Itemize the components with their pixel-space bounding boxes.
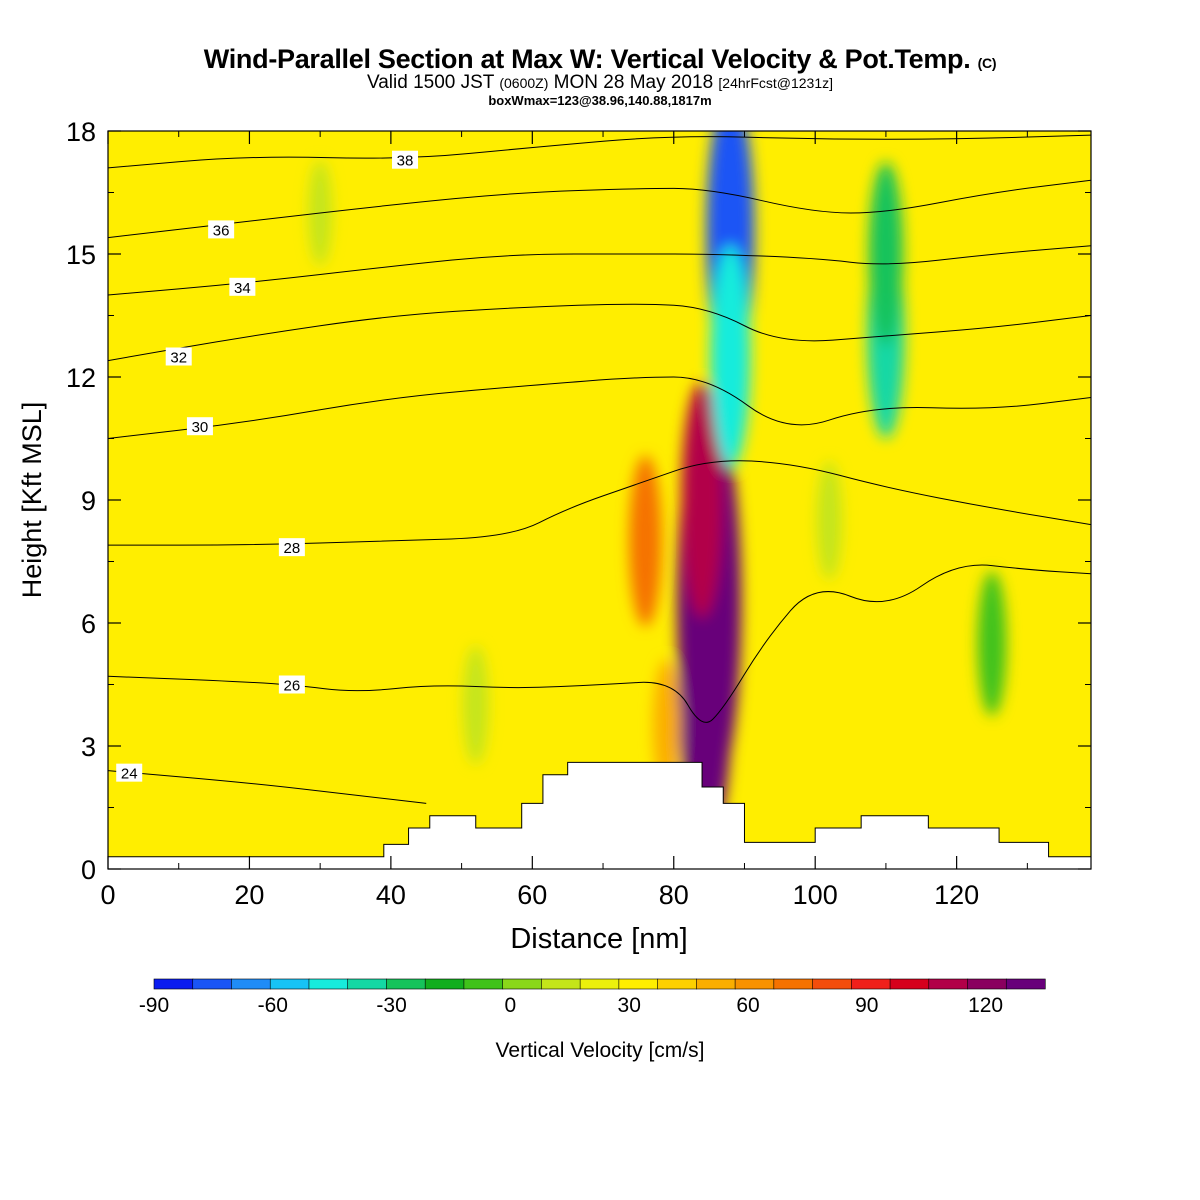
y-tick-label: 6	[81, 609, 96, 639]
colorbar-swatch	[347, 978, 388, 990]
theta-contour	[108, 376, 1091, 439]
colorbar-swatch	[153, 978, 194, 990]
x-tick-label: 40	[376, 880, 406, 910]
valid-date: MON 28 May 2018	[553, 72, 714, 93]
x-axis-label: Distance [nm]	[510, 923, 687, 955]
y-tick-label: 15	[66, 240, 96, 270]
contour-label: 28	[284, 540, 301, 557]
colorbar-swatch	[696, 978, 736, 990]
colorbar-tick-label: -90	[139, 994, 169, 1017]
x-tick-label: 60	[517, 880, 547, 910]
theta-contour	[108, 179, 1091, 239]
colorbar-tick-label: 90	[855, 994, 878, 1017]
theta-contour	[108, 303, 1091, 362]
field-cell	[977, 571, 1007, 716]
x-tick-label: 100	[793, 880, 838, 910]
colorbar-swatch	[618, 978, 659, 990]
x-tick-label: 120	[934, 880, 979, 910]
colorbar-swatch	[192, 978, 233, 990]
x-tick-label: 80	[659, 880, 689, 910]
contour-label-bg	[392, 150, 419, 169]
contour-label-bg	[229, 277, 256, 296]
contour-label-bg	[116, 763, 143, 782]
colorbar-tick-label: -30	[376, 994, 406, 1017]
contour-label-bg	[278, 675, 305, 694]
colorbar-swatch	[269, 978, 310, 990]
colorbar-swatch	[502, 978, 542, 990]
colorbar-tick-label: 30	[618, 994, 641, 1017]
colorbar-swatch	[967, 978, 1007, 990]
colorbar-swatch	[386, 978, 426, 990]
colorbar-swatch	[463, 978, 504, 990]
y-tick-label: 0	[81, 855, 96, 885]
chart-subtitle: Valid 1500 JST (0600Z) MON 28 May 2018 […	[0, 72, 1200, 94]
valid-time: Valid 1500 JST	[366, 72, 495, 93]
y-tick-label: 3	[81, 732, 96, 762]
contour-label: 24	[121, 766, 138, 783]
contour-label: 36	[213, 222, 230, 239]
field-cell	[653, 659, 681, 792]
y-tick-label: 18	[66, 117, 96, 147]
field-cell	[463, 645, 489, 765]
field-cell	[816, 461, 843, 580]
box-wmax-info: boxWmax=123@38.96,140.88,1817m	[488, 93, 712, 108]
colorbar-swatch	[1005, 978, 1046, 990]
theta-contour	[108, 134, 1091, 169]
colorbar-swatch	[308, 978, 349, 990]
theta-contour	[108, 245, 1091, 296]
chart-title: Wind-Parallel Section at Max W: Vertical…	[0, 44, 1200, 75]
colorbar-swatch	[541, 978, 581, 990]
contour-label-bg	[186, 417, 213, 436]
colorbar-tick-label: 60	[736, 994, 759, 1017]
field-background	[108, 131, 1091, 869]
colorbar-swatch	[579, 978, 620, 990]
colorbar-tick-label: 0	[505, 994, 517, 1017]
contour-label-bg	[208, 220, 235, 239]
colorbar-swatch	[851, 978, 891, 990]
contour-label: 38	[397, 153, 414, 170]
colorbar-swatch	[734, 978, 775, 990]
valid-zulu: (0600Z)	[499, 75, 549, 91]
colorbar-swatch	[889, 978, 930, 990]
colorbar-tick-label: -60	[258, 994, 288, 1017]
y-axis-label: Height [Kft MSL]	[17, 402, 47, 599]
colorbar-label: Vertical Velocity [cm/s]	[496, 1039, 705, 1062]
contour-label: 32	[170, 350, 187, 367]
field-cell	[868, 162, 904, 346]
contour-label: 34	[234, 280, 251, 297]
copyright-mark: (C)	[977, 55, 997, 71]
field-cell	[710, 245, 751, 468]
contour-label-bg	[278, 538, 305, 557]
contour-label-bg	[165, 347, 192, 366]
field-cell	[203, 330, 225, 424]
y-tick-label: 9	[81, 486, 96, 516]
colorbar-swatch	[773, 978, 814, 990]
field-cell	[681, 382, 723, 618]
x-tick-label: 0	[100, 880, 115, 910]
colorbar-swatch	[424, 978, 465, 990]
chart-title-main: Wind-Parallel Section at Max W: Vertical…	[203, 44, 971, 74]
colorbar-swatch	[812, 978, 852, 990]
colorbar-swatch	[928, 978, 969, 990]
contour-label: 26	[284, 678, 301, 695]
y-tick-label: 12	[66, 363, 96, 393]
forecast-info: [24hrFcst@1231z]	[718, 75, 834, 91]
field-cell	[629, 455, 662, 627]
colorbar-swatch	[231, 978, 271, 990]
x-tick-label: 20	[234, 880, 264, 910]
colorbar-tick-label: 120	[968, 994, 1003, 1017]
terrain-profile	[107, 761, 1092, 870]
colorbar-swatch	[657, 978, 697, 990]
contour-label: 30	[192, 419, 209, 436]
